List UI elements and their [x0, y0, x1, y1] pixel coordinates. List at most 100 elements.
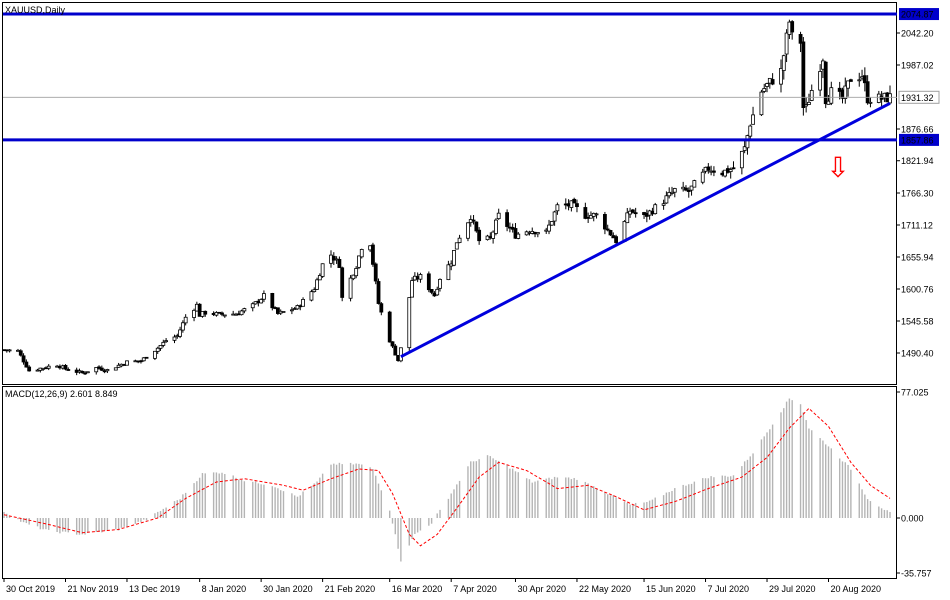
candle [583, 202, 588, 220]
candle [605, 224, 610, 232]
candle [139, 359, 143, 364]
candle [24, 359, 29, 368]
candle [376, 278, 381, 305]
candle [351, 274, 356, 281]
candle [85, 371, 90, 374]
lines-layer: 2074.87 1931.32 1857.86 [3, 8, 940, 359]
candle [354, 266, 359, 279]
candle [371, 242, 375, 267]
macd-tick-label: -35.757 [901, 569, 932, 579]
candle [141, 357, 146, 362]
candle [161, 339, 166, 348]
macd-tick-label: 0.000 [901, 514, 924, 524]
candle [692, 179, 697, 188]
candle [809, 84, 814, 102]
candle [784, 29, 789, 63]
candle [144, 356, 149, 359]
x-tick-label: 20 Aug 2020 [831, 584, 882, 594]
support-label: 1857.86 [901, 135, 934, 145]
candle [781, 54, 786, 80]
y-tick-label: 1545.58 [901, 317, 934, 327]
candle [670, 186, 674, 196]
macd-tick-label: 77.025 [901, 388, 929, 398]
candle [315, 277, 319, 290]
candle [66, 367, 71, 371]
x-tick-label: 21 Feb 2020 [325, 584, 376, 594]
candle [301, 297, 305, 307]
candle [446, 260, 451, 281]
candle [614, 234, 618, 245]
candle [172, 334, 177, 344]
candle [426, 271, 431, 293]
candle [575, 199, 579, 213]
candle [410, 277, 414, 298]
candle [505, 209, 509, 232]
candle [474, 221, 479, 233]
candle [220, 311, 224, 317]
candle [178, 326, 182, 339]
candle [686, 187, 691, 198]
macd-panel[interactable] [2, 386, 897, 579]
candle [312, 287, 317, 293]
candle [745, 134, 750, 155]
candle [418, 272, 423, 283]
candle [203, 310, 208, 317]
y-tick-label: 1711.12 [901, 221, 933, 231]
candle [390, 341, 395, 349]
candle [818, 64, 823, 97]
candle [829, 81, 834, 106]
candle [748, 124, 753, 139]
x-tick-label: 29 Jul 2020 [769, 584, 816, 594]
y-tick-label: 1600.76 [901, 285, 934, 295]
price-panel[interactable] [2, 2, 897, 385]
candle [477, 227, 482, 245]
candle [807, 93, 811, 105]
y-axis: 2042.20 1987.02 1876.66 1821.94 1766.30 1711.… [896, 29, 934, 579]
candle [661, 199, 666, 210]
down-arrow-icon: ⇩ [826, 151, 849, 184]
candle [153, 350, 157, 361]
candle [552, 210, 557, 226]
candle [630, 208, 635, 214]
candle [242, 307, 247, 314]
candle [197, 303, 202, 317]
candle [340, 266, 345, 302]
candle [759, 89, 764, 117]
candle [491, 230, 496, 244]
candle [46, 364, 51, 371]
candle [762, 83, 767, 94]
candle [309, 289, 314, 302]
x-tick-label: 13 Dec 2019 [129, 584, 180, 594]
candle [742, 139, 747, 154]
candle [183, 314, 188, 326]
x-tick-label: 7 Apr 2020 [453, 584, 497, 594]
candle [387, 310, 392, 343]
y-tick-label: 2042.20 [901, 29, 934, 39]
candle [454, 242, 459, 250]
trendline[interactable] [400, 101, 891, 359]
candle [689, 185, 694, 196]
candle [547, 219, 551, 235]
candle [471, 215, 476, 225]
candle [848, 78, 853, 82]
macd-layer [3, 398, 891, 562]
candle [18, 349, 23, 357]
candle [27, 365, 32, 372]
x-tick-label: 30 Apr 2020 [517, 584, 566, 594]
candle [569, 200, 574, 212]
current-price-label-box [898, 90, 940, 104]
candle [751, 106, 755, 125]
x-tick-label: 8 Jan 2020 [202, 584, 247, 594]
candle [494, 218, 498, 236]
candle [357, 255, 361, 270]
candle [862, 67, 867, 92]
candles-layer [2, 19, 892, 376]
candle [80, 370, 85, 374]
candle [99, 365, 104, 372]
candle [667, 187, 672, 199]
x-tick-label: 30 Jan 2020 [263, 584, 313, 594]
y-tick-label: 1766.30 [901, 189, 934, 199]
candle [712, 166, 716, 177]
x-tick-label: 7 Jul 2020 [708, 584, 750, 594]
